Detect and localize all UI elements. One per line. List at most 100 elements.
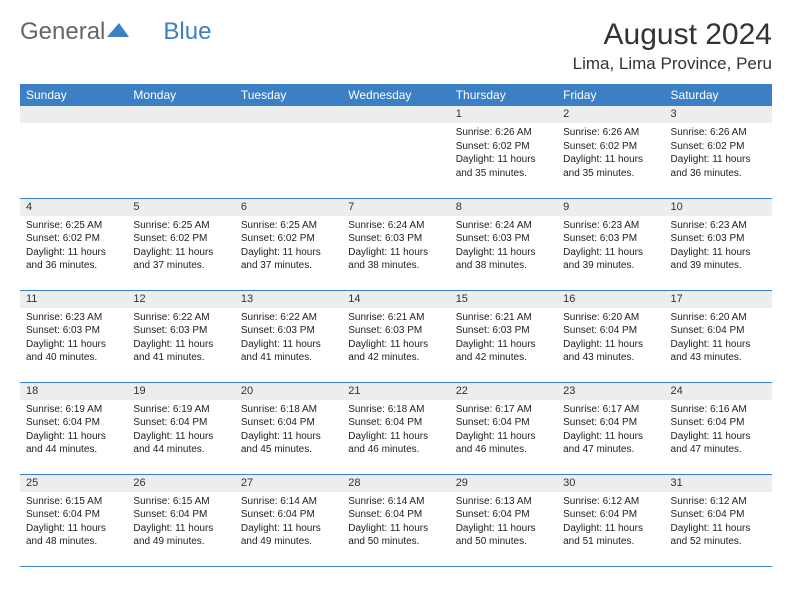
day-data: Sunrise: 6:24 AMSunset: 6:03 PMDaylight:… [342,216,449,277]
day-data: Sunrise: 6:19 AMSunset: 6:04 PMDaylight:… [127,400,234,461]
calendar-cell: 17Sunrise: 6:20 AMSunset: 6:04 PMDayligh… [665,290,772,382]
calendar-cell: 16Sunrise: 6:20 AMSunset: 6:04 PMDayligh… [557,290,664,382]
calendar-cell: 24Sunrise: 6:16 AMSunset: 6:04 PMDayligh… [665,382,772,474]
day-data: Sunrise: 6:23 AMSunset: 6:03 PMDaylight:… [20,308,127,369]
calendar-cell: 18Sunrise: 6:19 AMSunset: 6:04 PMDayligh… [20,382,127,474]
calendar-cell: 7Sunrise: 6:24 AMSunset: 6:03 PMDaylight… [342,198,449,290]
day-number: 9 [557,199,664,216]
day-data: Sunrise: 6:14 AMSunset: 6:04 PMDaylight:… [235,492,342,553]
day-data: Sunrise: 6:18 AMSunset: 6:04 PMDaylight:… [342,400,449,461]
day-data: Sunrise: 6:17 AMSunset: 6:04 PMDaylight:… [450,400,557,461]
day-header: Tuesday [235,84,342,106]
day-number [20,106,127,123]
day-number: 3 [665,106,772,123]
day-number: 26 [127,475,234,492]
calendar-cell: 5Sunrise: 6:25 AMSunset: 6:02 PMDaylight… [127,198,234,290]
day-number: 4 [20,199,127,216]
calendar-body: 1Sunrise: 6:26 AMSunset: 6:02 PMDaylight… [20,106,772,566]
calendar-cell: 19Sunrise: 6:19 AMSunset: 6:04 PMDayligh… [127,382,234,474]
day-number: 18 [20,383,127,400]
calendar-cell: 27Sunrise: 6:14 AMSunset: 6:04 PMDayligh… [235,474,342,566]
calendar-cell: 21Sunrise: 6:18 AMSunset: 6:04 PMDayligh… [342,382,449,474]
day-number: 11 [20,291,127,308]
day-number: 15 [450,291,557,308]
calendar-cell: 6Sunrise: 6:25 AMSunset: 6:02 PMDaylight… [235,198,342,290]
day-header: Thursday [450,84,557,106]
calendar-cell [127,106,234,198]
calendar-cell: 20Sunrise: 6:18 AMSunset: 6:04 PMDayligh… [235,382,342,474]
calendar-cell: 15Sunrise: 6:21 AMSunset: 6:03 PMDayligh… [450,290,557,382]
logo-text-general: General [20,18,105,46]
day-header: Sunday [20,84,127,106]
calendar-cell: 10Sunrise: 6:23 AMSunset: 6:03 PMDayligh… [665,198,772,290]
day-header-row: SundayMondayTuesdayWednesdayThursdayFrid… [20,84,772,106]
calendar-cell [20,106,127,198]
day-data [235,123,342,183]
calendar-cell: 13Sunrise: 6:22 AMSunset: 6:03 PMDayligh… [235,290,342,382]
logo-icon [107,18,135,46]
day-number: 10 [665,199,772,216]
day-number: 14 [342,291,449,308]
day-data: Sunrise: 6:25 AMSunset: 6:02 PMDaylight:… [127,216,234,277]
calendar-cell [235,106,342,198]
day-data: Sunrise: 6:21 AMSunset: 6:03 PMDaylight:… [342,308,449,369]
calendar-cell: 3Sunrise: 6:26 AMSunset: 6:02 PMDaylight… [665,106,772,198]
day-data: Sunrise: 6:17 AMSunset: 6:04 PMDaylight:… [557,400,664,461]
day-data: Sunrise: 6:16 AMSunset: 6:04 PMDaylight:… [665,400,772,461]
calendar-week-row: 25Sunrise: 6:15 AMSunset: 6:04 PMDayligh… [20,474,772,566]
header: General Blue August 2024 Lima, Lima Prov… [20,18,772,74]
day-number: 12 [127,291,234,308]
day-number: 22 [450,383,557,400]
day-data [342,123,449,183]
day-number: 2 [557,106,664,123]
calendar-cell: 11Sunrise: 6:23 AMSunset: 6:03 PMDayligh… [20,290,127,382]
day-number [127,106,234,123]
day-number [342,106,449,123]
logo: General Blue [20,18,211,46]
day-data: Sunrise: 6:22 AMSunset: 6:03 PMDaylight:… [235,308,342,369]
calendar-cell: 12Sunrise: 6:22 AMSunset: 6:03 PMDayligh… [127,290,234,382]
day-data: Sunrise: 6:26 AMSunset: 6:02 PMDaylight:… [665,123,772,184]
month-title: August 2024 [573,18,772,52]
day-header: Wednesday [342,84,449,106]
day-data [20,123,127,183]
day-number: 17 [665,291,772,308]
calendar-cell: 28Sunrise: 6:14 AMSunset: 6:04 PMDayligh… [342,474,449,566]
day-data: Sunrise: 6:20 AMSunset: 6:04 PMDaylight:… [665,308,772,369]
day-data: Sunrise: 6:15 AMSunset: 6:04 PMDaylight:… [20,492,127,553]
day-data: Sunrise: 6:19 AMSunset: 6:04 PMDaylight:… [20,400,127,461]
day-number: 16 [557,291,664,308]
day-header: Saturday [665,84,772,106]
day-data [127,123,234,183]
day-data: Sunrise: 6:26 AMSunset: 6:02 PMDaylight:… [557,123,664,184]
calendar-cell: 4Sunrise: 6:25 AMSunset: 6:02 PMDaylight… [20,198,127,290]
location: Lima, Lima Province, Peru [573,54,772,74]
calendar-table: SundayMondayTuesdayWednesdayThursdayFrid… [20,84,772,567]
calendar-cell: 29Sunrise: 6:13 AMSunset: 6:04 PMDayligh… [450,474,557,566]
calendar-cell: 30Sunrise: 6:12 AMSunset: 6:04 PMDayligh… [557,474,664,566]
calendar-week-row: 1Sunrise: 6:26 AMSunset: 6:02 PMDaylight… [20,106,772,198]
day-number: 19 [127,383,234,400]
day-data: Sunrise: 6:26 AMSunset: 6:02 PMDaylight:… [450,123,557,184]
calendar-cell: 25Sunrise: 6:15 AMSunset: 6:04 PMDayligh… [20,474,127,566]
calendar-cell: 1Sunrise: 6:26 AMSunset: 6:02 PMDaylight… [450,106,557,198]
day-data: Sunrise: 6:24 AMSunset: 6:03 PMDaylight:… [450,216,557,277]
day-number: 21 [342,383,449,400]
day-number: 7 [342,199,449,216]
day-data: Sunrise: 6:12 AMSunset: 6:04 PMDaylight:… [557,492,664,553]
day-data: Sunrise: 6:20 AMSunset: 6:04 PMDaylight:… [557,308,664,369]
day-number: 5 [127,199,234,216]
day-data: Sunrise: 6:18 AMSunset: 6:04 PMDaylight:… [235,400,342,461]
day-number: 31 [665,475,772,492]
logo-text-blue: Blue [163,18,211,46]
day-number: 1 [450,106,557,123]
day-number: 28 [342,475,449,492]
day-number: 20 [235,383,342,400]
calendar-week-row: 11Sunrise: 6:23 AMSunset: 6:03 PMDayligh… [20,290,772,382]
day-data: Sunrise: 6:23 AMSunset: 6:03 PMDaylight:… [665,216,772,277]
day-data: Sunrise: 6:12 AMSunset: 6:04 PMDaylight:… [665,492,772,553]
day-number: 13 [235,291,342,308]
day-data: Sunrise: 6:23 AMSunset: 6:03 PMDaylight:… [557,216,664,277]
day-number: 25 [20,475,127,492]
calendar-cell: 26Sunrise: 6:15 AMSunset: 6:04 PMDayligh… [127,474,234,566]
